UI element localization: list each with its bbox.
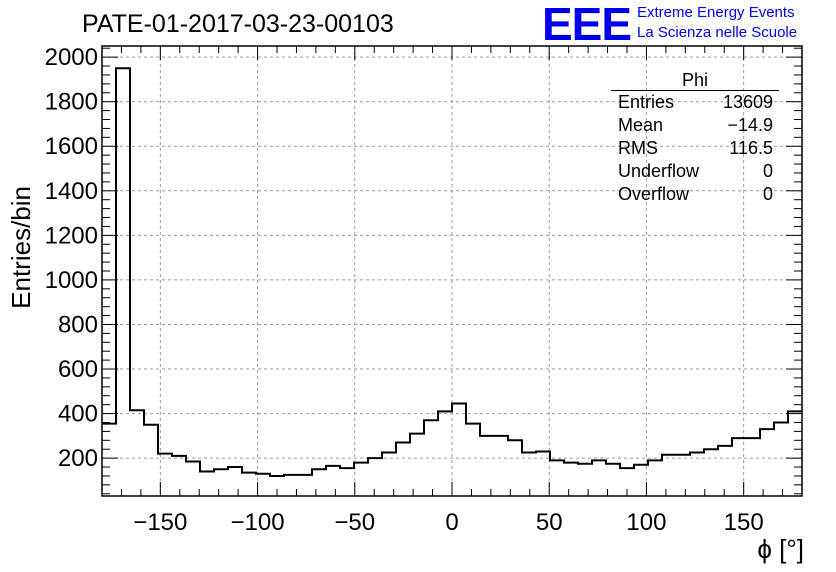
stats-row-entries: Entries 13609 (611, 91, 779, 114)
histogram-bin (522, 453, 536, 496)
logo-line-2: La Scienza nelle Scuole (637, 24, 798, 41)
y-tick-label: 1000 (45, 267, 98, 294)
x-tick-label: 50 (536, 509, 563, 536)
chart-title: PATE-01-2017-03-23-00103 (82, 10, 394, 38)
histogram-bin (676, 455, 690, 496)
stats-label: Entries (618, 92, 675, 112)
histogram-bin (634, 465, 648, 496)
histogram-bin (746, 438, 760, 496)
histogram-bin (242, 473, 256, 496)
histogram-bin (186, 461, 200, 496)
histogram-bin (606, 464, 620, 496)
axis-tick-labels: −150 −100 −50 0 50 100 150 200 400 600 800 1000 1200… (45, 44, 764, 536)
stats-row-rms: RMS 116.5 (611, 137, 779, 160)
histogram-bin (298, 475, 312, 496)
histogram-bin (550, 460, 564, 496)
histogram-bin (438, 411, 452, 496)
x-tick-label: 0 (445, 509, 458, 536)
stats-label: Mean (618, 115, 664, 135)
histogram-bin (774, 422, 788, 496)
y-tick-label: 1600 (45, 133, 98, 160)
stats-value: −14.9 (727, 115, 773, 135)
histogram-bin (326, 466, 340, 496)
y-tick-label: 1400 (45, 178, 98, 205)
y-tick-label: 600 (58, 356, 98, 383)
stats-box: Phi Entries 13609 Mean −14.9 RMS 116.5 U… (611, 70, 779, 206)
histogram-bin (494, 436, 508, 496)
histogram-bin (256, 474, 270, 496)
histogram-bin (172, 456, 186, 496)
logo-line-1: Extreme Energy Events (637, 4, 795, 21)
histogram-bin (410, 434, 424, 496)
stats-row-overflow: Overflow 0 (611, 183, 779, 206)
histogram-bin (760, 429, 774, 496)
stats-row-underflow: Underflow 0 (611, 160, 779, 183)
stats-value: 116.5 (729, 138, 773, 158)
stats-value: 0 (762, 184, 773, 204)
y-tick-label: 2000 (45, 44, 98, 71)
histogram-bin (116, 68, 130, 496)
x-tick-label: −50 (334, 509, 375, 536)
histogram-series (102, 67, 802, 496)
histogram-bin (228, 467, 242, 496)
histogram-outline (102, 67, 802, 477)
histogram-bin (690, 453, 704, 496)
histogram-bin (508, 440, 522, 496)
histogram-bin (340, 468, 354, 496)
stats-title: Phi (611, 70, 779, 91)
y-tick-label: 800 (58, 311, 98, 338)
histogram-bin (788, 411, 802, 496)
histogram-bin (354, 463, 368, 496)
stats-value: 0 (762, 161, 773, 181)
histogram-bin (200, 471, 214, 496)
x-axis-label: ϕ [°] (757, 534, 804, 564)
histogram-bin (578, 464, 592, 496)
stats-row-mean: Mean −14.9 (611, 114, 779, 137)
histogram-bin (704, 449, 718, 496)
stats-value: 13609 (722, 92, 773, 112)
stats-label: RMS (618, 138, 658, 158)
eee-logo: EEE (542, 0, 632, 50)
histogram-bin (718, 446, 732, 496)
y-axis-label: Entries/bin (6, 186, 36, 309)
x-tick-label: −150 (133, 509, 187, 536)
axis-ticks (101, 46, 803, 496)
y-tick-label: 1200 (45, 222, 98, 249)
histogram-bin (368, 458, 382, 496)
histogram-bin (592, 460, 606, 496)
histogram-bin (452, 404, 466, 496)
stats-label: Underflow (618, 161, 700, 181)
histogram-bin (648, 460, 662, 496)
histogram-bin (536, 451, 550, 496)
histogram-bin (130, 410, 144, 496)
x-tick-label: −100 (231, 509, 285, 536)
histogram-bin (564, 463, 578, 496)
y-tick-label: 1800 (45, 89, 98, 116)
histogram-bin (214, 469, 228, 496)
x-tick-label: 150 (724, 509, 764, 536)
stats-label: Overflow (618, 184, 690, 204)
histogram-bin (662, 455, 676, 496)
histogram-bin (284, 475, 298, 496)
y-tick-label: 400 (58, 401, 98, 428)
histogram-bin (466, 424, 480, 496)
x-tick-label: 100 (626, 509, 666, 536)
histogram-bin (424, 420, 438, 496)
histogram-bin (480, 436, 494, 496)
histogram-bin (396, 443, 410, 496)
histogram-bin (312, 469, 326, 496)
histogram-bin (144, 425, 158, 496)
y-tick-label: 200 (58, 445, 98, 472)
